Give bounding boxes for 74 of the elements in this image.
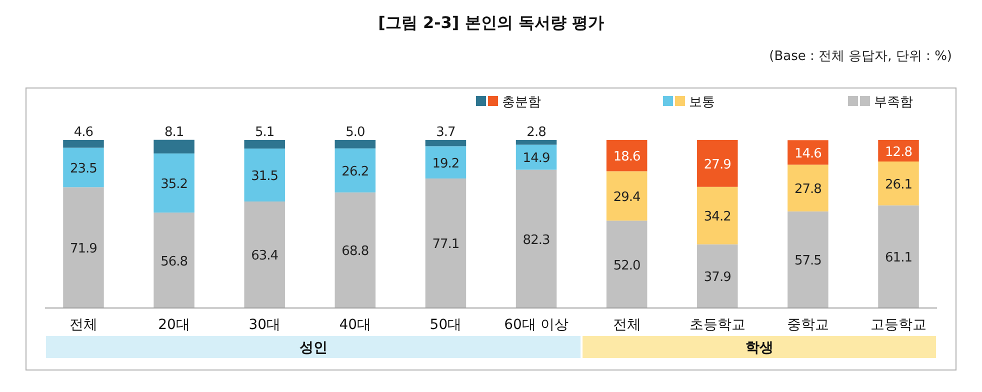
x-tick-label: 전체	[69, 317, 98, 333]
chart-subtitle: (Base : 전체 응답자, 단위 : %)	[769, 49, 952, 64]
x-tick-label: 50대	[430, 317, 462, 333]
data-label: 37.9	[704, 270, 732, 286]
data-label: 68.8	[342, 244, 369, 260]
bar	[606, 220, 648, 308]
data-label: 14.9	[522, 151, 550, 166]
bar	[425, 140, 466, 146]
data-label: 35.2	[160, 177, 188, 192]
bar	[697, 140, 738, 187]
bar	[244, 140, 285, 149]
bar	[697, 186, 738, 244]
data-label: 77.1	[432, 237, 460, 252]
bar	[63, 187, 104, 308]
bar	[425, 146, 466, 178]
data-label: 3.7	[436, 125, 456, 140]
chart-title: [그림 2-3] 본인의 독서량 평가	[378, 13, 604, 32]
bar	[154, 153, 194, 213]
bar	[63, 148, 104, 188]
legend-label: 부족함	[874, 95, 913, 110]
x-tick-label: 고등학교	[870, 317, 927, 333]
bar	[878, 205, 919, 308]
data-label: 63.4	[251, 248, 278, 264]
data-label: 34.2	[704, 210, 731, 225]
bar	[516, 170, 557, 308]
data-label: 31.5	[251, 169, 278, 184]
data-label: 27.8	[794, 182, 822, 198]
bar	[154, 140, 194, 154]
x-tick-label: 30대	[248, 317, 281, 333]
bar	[63, 140, 104, 148]
bar	[516, 140, 557, 145]
bar	[334, 140, 376, 148]
bar	[697, 244, 738, 308]
bar	[788, 164, 828, 212]
x-tick-label: 전체	[612, 317, 641, 333]
x-tick-label: 40대	[339, 317, 372, 333]
data-label: 12.8	[885, 144, 912, 160]
data-label: 29.4	[613, 190, 641, 205]
legend-label: 충분함	[502, 95, 541, 110]
bar	[606, 171, 648, 221]
x-tick-label: 중학교	[786, 317, 829, 333]
bar	[244, 201, 285, 308]
data-label: 71.9	[70, 242, 98, 257]
bar	[788, 211, 828, 308]
data-label: 61.1	[885, 250, 912, 266]
data-label: 5.0	[346, 125, 365, 140]
legend-label: 보통	[689, 95, 715, 110]
bar	[244, 148, 285, 202]
x-tick-label: 60대 이상	[504, 317, 568, 333]
data-label: 23.5	[70, 161, 98, 176]
bar	[878, 162, 919, 206]
bar	[334, 148, 376, 192]
bar	[154, 212, 194, 308]
bar	[788, 140, 828, 165]
text: 학생	[745, 340, 774, 356]
data-label: 19.2	[432, 156, 460, 172]
x-tick-label: 20대	[158, 317, 190, 333]
data-label: 27.9	[704, 157, 732, 172]
data-label: 18.6	[613, 150, 641, 165]
x-tick-label: 초등학교	[689, 317, 746, 333]
data-label: 4.6	[74, 125, 94, 140]
bar	[425, 178, 466, 308]
data-label: 57.5	[794, 254, 822, 269]
bar	[334, 192, 376, 308]
data-label: 82.3	[522, 232, 550, 248]
data-label: 26.1	[885, 177, 912, 192]
data-label: 14.6	[794, 146, 822, 162]
data-label: 26.2	[342, 164, 369, 180]
data-label: 8.1	[164, 124, 184, 140]
data-label: 52.0	[613, 258, 641, 274]
data-label: 2.8	[526, 125, 546, 140]
data-label: 5.1	[255, 125, 274, 140]
data-label: 56.8	[160, 254, 188, 270]
text: 성인	[299, 340, 328, 356]
